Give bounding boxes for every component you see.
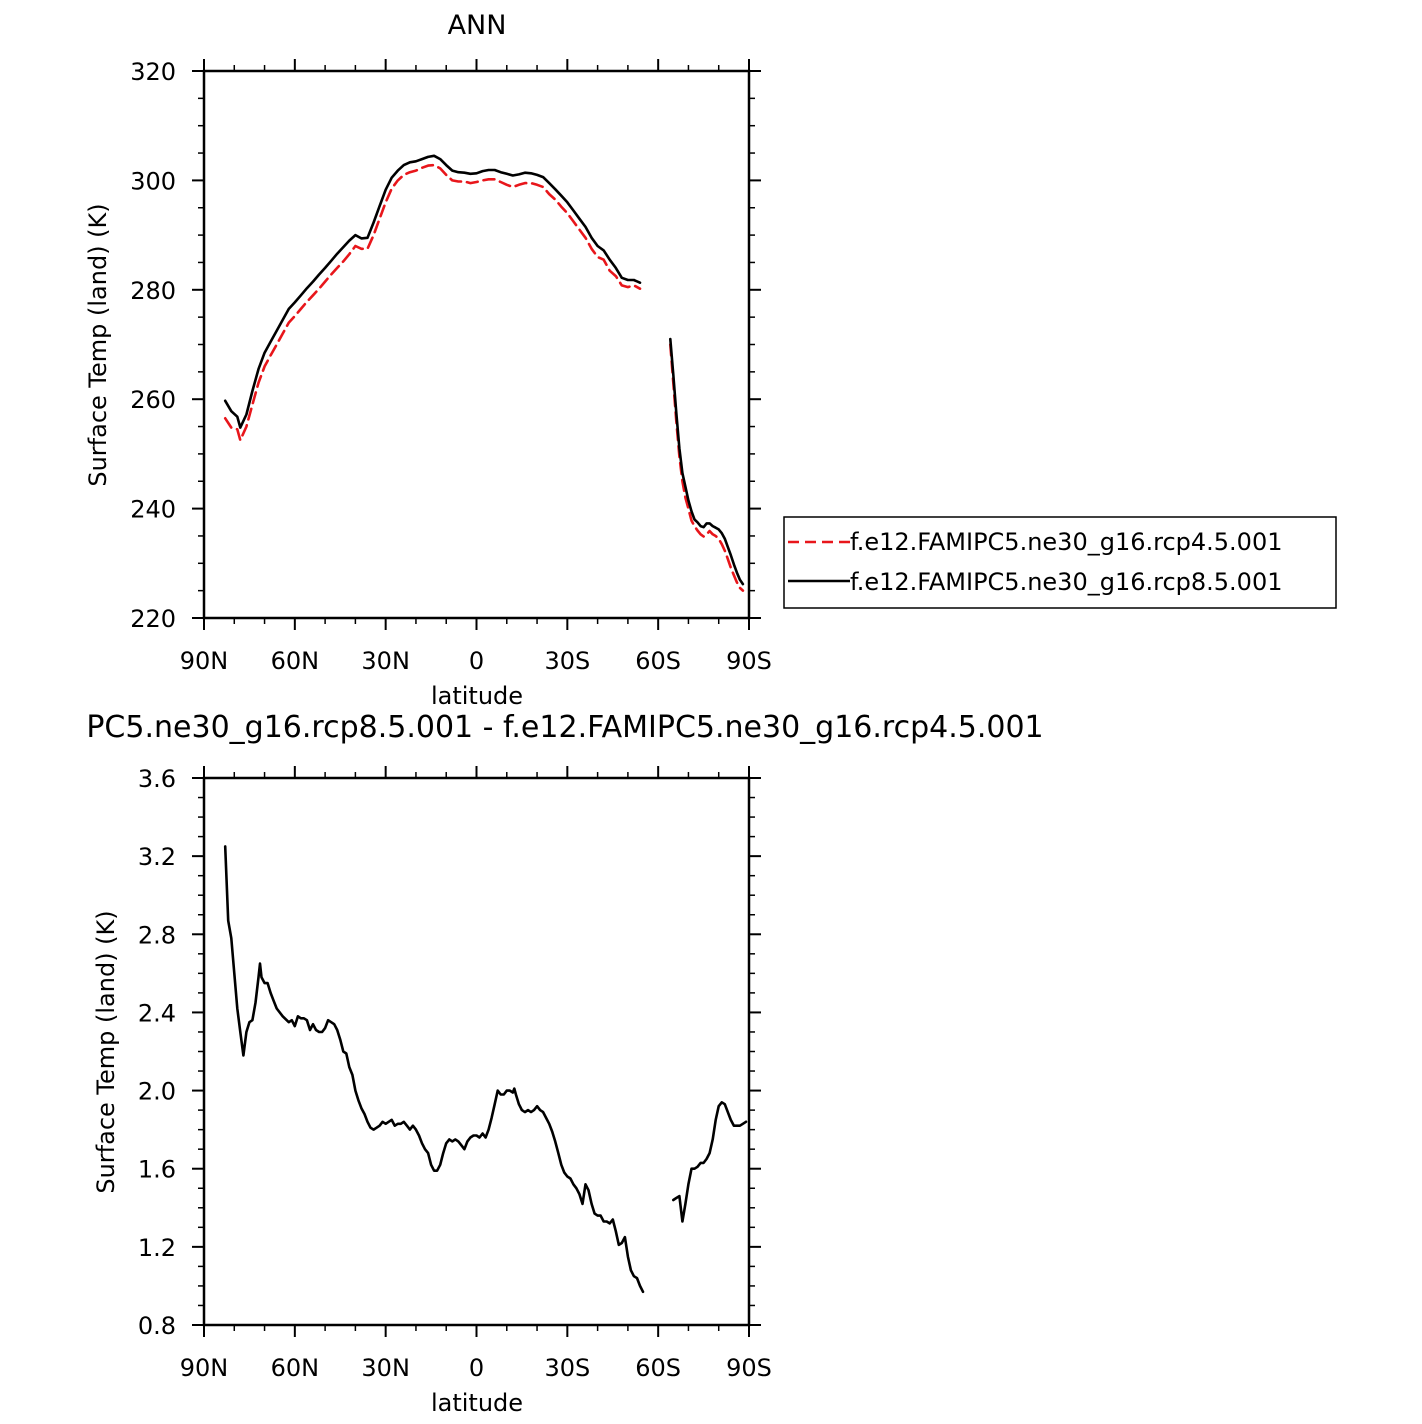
x-tick-label: 60S [635, 1354, 681, 1382]
series-line-0-segment-1 [671, 1101, 748, 1223]
legend: f.e12.FAMIPC5.ne30_g16.rcp4.5.001 f.e12.… [783, 516, 1337, 609]
y-tick-label: 3.6 [138, 765, 176, 793]
x-tick-label: 0 [469, 1354, 484, 1382]
top-chart-ylabel: Surface Temp (land) (K) [84, 203, 112, 486]
y-tick-label: 1.2 [138, 1234, 176, 1262]
y-tick-label: 320 [130, 58, 176, 86]
x-tick-label: 30N [361, 647, 410, 675]
y-tick-label: 0.8 [138, 1312, 176, 1340]
series-line-0-segment-1 [668, 343, 745, 592]
top-chart-series [223, 154, 745, 592]
top-chart: ANN 90N 60N 30N 0 30S 60S 90S 220 240 260 280 300 32… [84, 10, 1337, 710]
series-line-0-segment-0 [223, 163, 642, 442]
series-line-1-segment-0 [223, 154, 642, 429]
legend-box [783, 516, 1337, 609]
legend-label-rcp45: f.e12.FAMIPC5.ne30_g16.rcp4.5.001 [850, 528, 1283, 556]
y-tick-label: 280 [130, 277, 176, 305]
y-tick-label: 220 [130, 605, 176, 633]
top-chart-axes: 90N 60N 30N 0 30S 60S 90S 220 240 260 280 300 320 [130, 58, 772, 675]
x-tick-label: 90N [180, 647, 229, 675]
y-tick-label: 2.8 [138, 921, 176, 949]
x-tick-label: 30N [361, 1354, 410, 1382]
x-tick-label: 0 [469, 647, 484, 675]
top-chart-xlabel: latitude [431, 682, 523, 710]
y-tick-label: 2.0 [138, 1078, 176, 1106]
top-chart-plot-frame [202, 69, 751, 620]
x-tick-label: 90S [726, 647, 772, 675]
bottom-chart-xlabel: latitude [431, 1389, 523, 1417]
x-tick-label: 60N [271, 647, 320, 675]
bottom-chart-plot-frame [202, 776, 751, 1327]
y-tick-label: 2.4 [138, 999, 176, 1027]
bottom-chart-title: PC5.ne30_g16.rcp8.5.001 - f.e12.FAMIPC5.… [86, 710, 1043, 745]
bottom-chart-axes: 90N 60N 30N 0 30S 60S 90S 0.8 1.2 1.6 2.0 2.4 2.8 3.2… [138, 765, 772, 1382]
x-tick-label: 60N [271, 1354, 320, 1382]
x-tick-label: 90N [180, 1354, 229, 1382]
bottom-chart: PC5.ne30_g16.rcp8.5.001 - f.e12.FAMIPC5.… [86, 710, 1043, 1417]
x-tick-label: 30S [544, 1354, 590, 1382]
x-tick-label: 30S [544, 647, 590, 675]
y-tick-label: 300 [130, 167, 176, 195]
series-line-0-segment-0 [223, 845, 645, 1294]
y-tick-label: 1.6 [138, 1156, 176, 1184]
series-line-1-segment-1 [668, 337, 745, 586]
x-tick-label: 60S [635, 647, 681, 675]
bottom-chart-series [223, 845, 748, 1294]
y-tick-label: 240 [130, 496, 176, 524]
top-chart-title: ANN [448, 10, 507, 41]
x-tick-label: 90S [726, 1354, 772, 1382]
legend-label-rcp85: f.e12.FAMIPC5.ne30_g16.rcp8.5.001 [850, 568, 1283, 596]
y-tick-label: 260 [130, 386, 176, 414]
bottom-chart-ylabel: Surface Temp (land) (K) [92, 910, 120, 1193]
y-tick-label: 3.2 [138, 843, 176, 871]
